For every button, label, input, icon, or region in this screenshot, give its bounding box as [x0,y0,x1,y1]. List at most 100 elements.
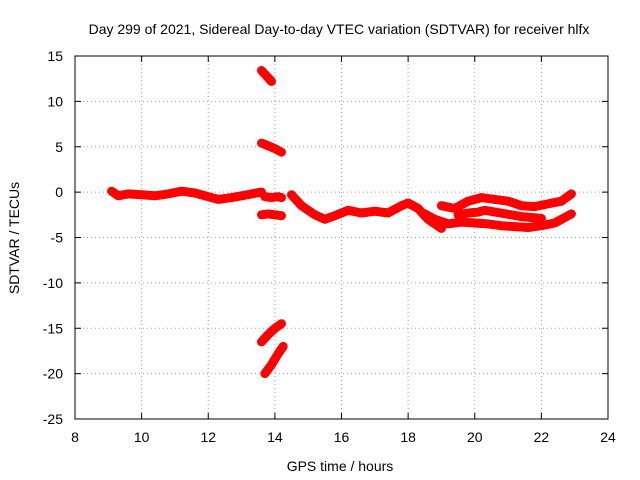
data-point [404,199,413,207]
data-point [437,201,446,210]
series-trace [257,138,286,157]
y-tick-label: -20 [43,366,63,382]
series-segment-neg-15 [257,319,286,347]
data-point [457,218,466,227]
data-point [430,215,439,224]
data-point [264,209,273,218]
data-point [474,208,483,217]
data-point [464,209,473,217]
x-tick-label: 22 [534,429,550,445]
data-point [357,209,366,217]
data-point [370,207,379,216]
series-trace-middle-right [453,205,546,223]
data-point [264,330,273,339]
data-point [310,210,319,219]
x-tick-label: 10 [134,429,150,445]
y-tick-label: 10 [47,93,63,109]
data-point [464,197,473,206]
data-point [517,212,526,221]
chart-title: Day 299 of 2021, Sidereal Day-to-day VTE… [89,21,590,37]
data-point [164,189,173,198]
series-trace-upper-right [436,189,576,213]
data-point [330,211,339,220]
data-point [470,219,479,227]
series-trace [257,319,286,347]
data-point [444,219,453,228]
data-point [497,221,506,230]
y-tick-labels: 15 10 5 0 -5 -10 -15 -20 -25 [43,48,63,427]
data-point [260,369,269,378]
x-tick-label: 14 [267,429,283,445]
series-trace [260,341,288,379]
series-main-trace [107,186,266,204]
data-point [237,191,246,200]
data-point [480,206,489,215]
data-point [454,210,463,219]
data-point [344,206,353,215]
x-tick-label: 8 [71,429,79,445]
series-segment-neg-2 [257,209,286,221]
y-tick-label: -25 [43,411,63,427]
data-point [277,193,286,202]
series-segment-neg-19 [260,341,288,379]
x-tick-label: 20 [467,429,483,445]
series-trace-lower-right [416,207,576,232]
data-point [257,210,266,219]
data-point [544,199,552,208]
series-trace [257,66,276,86]
data-point [490,195,499,204]
grid [75,56,608,419]
x-tick-label: 24 [600,429,616,445]
x-tick-label: 12 [200,429,216,445]
data-point [124,189,133,198]
data-point [267,193,276,202]
data-point [114,191,123,200]
data-point [524,223,533,232]
data-point [287,190,296,199]
data-point [510,222,519,231]
series-trace-pre-gap [260,192,286,203]
data-point [567,209,576,218]
data-point [557,197,566,206]
data-point [214,195,223,204]
data-point [267,360,276,369]
y-tick-label: 0 [55,184,63,200]
data-point [177,187,186,196]
data-point [527,213,536,222]
data-point [397,201,406,210]
data-point [550,219,559,227]
data-point [264,141,273,150]
x-tick-label: 16 [334,429,350,445]
data-point [270,324,279,333]
data-point [477,193,486,202]
data-point [107,187,116,196]
data-point [277,211,286,220]
data-point [257,139,266,148]
data-point [537,221,546,230]
x-tick-label: 18 [400,429,416,445]
data-point [247,189,256,198]
y-tick-label: 5 [55,139,63,155]
data-point [267,77,276,86]
data-layer [107,66,576,379]
x-axis-title: GPS time / hours [287,458,394,474]
x-tick-labels: 8 10 12 14 16 18 20 22 24 [71,429,616,445]
data-point [227,193,236,202]
series-trace-after-gap [287,190,446,233]
data-point [204,192,213,201]
data-point [320,215,329,224]
y-axis-title: SDTVAR / TECUs [6,182,22,294]
axis-ticks [74,55,609,420]
data-point [279,342,288,351]
data-point [537,214,546,223]
data-point [270,144,279,153]
data-point [297,201,306,210]
data-point [274,349,283,358]
y-tick-label: 15 [47,48,63,64]
data-point [190,189,199,197]
data-point [530,202,539,211]
series-segment-5 [257,138,286,157]
data-point [567,189,576,198]
series-segment-13 [257,66,276,86]
data-point [257,337,266,346]
